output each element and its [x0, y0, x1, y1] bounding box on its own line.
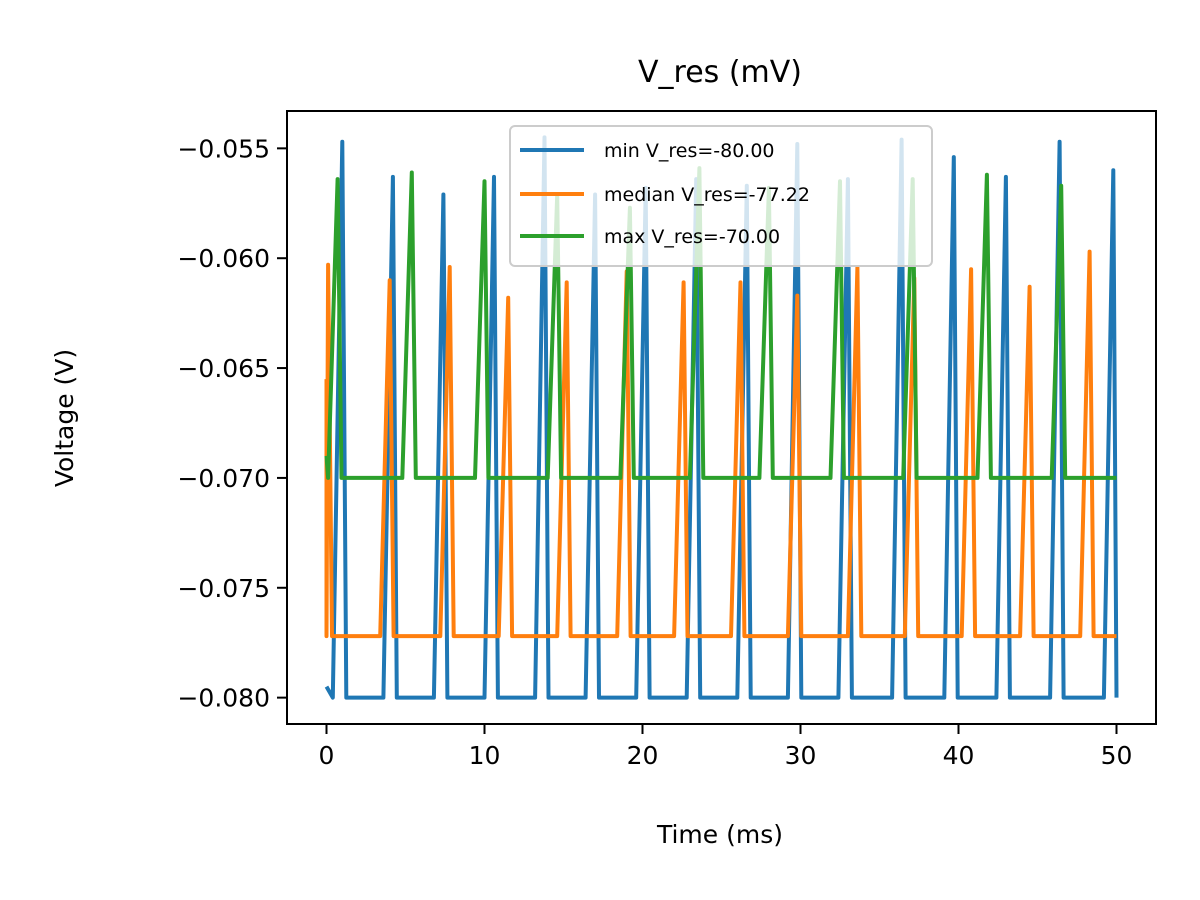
x-tick-label: 50	[1101, 741, 1133, 770]
y-tick-label: −0.060	[177, 244, 270, 273]
y-tick-label: −0.070	[177, 464, 270, 493]
ticks-layer: 0 10 20 30 40 50 −0.055 −0.060 −0.065 −0.070 −0.07…	[177, 134, 1132, 770]
x-tick-label: 20	[627, 741, 659, 770]
legend-label-max: max V_res=-70.00	[604, 226, 780, 248]
chart-title: V_res (mV)	[638, 55, 802, 90]
y-tick-label: −0.080	[177, 684, 270, 713]
x-tick-label: 10	[469, 741, 501, 770]
legend-label-median: median V_res=-77.22	[604, 184, 810, 206]
legend-box	[509, 125, 933, 267]
y-tick-label: −0.065	[177, 354, 270, 383]
x-axis-label: Time (ms)	[656, 820, 783, 849]
y-tick-label: −0.055	[177, 134, 270, 163]
x-tick-label: 0	[319, 741, 335, 770]
x-tick-label: 40	[943, 741, 975, 770]
y-axis-label: Voltage (V)	[50, 349, 79, 487]
series-line-median	[324, 249, 1117, 639]
legend: min V_res=-80.00 median V_res=-77.22 max…	[509, 125, 933, 267]
y-tick-label: −0.075	[177, 574, 270, 603]
plot-frame	[286, 110, 1157, 725]
x-tick-label: 30	[785, 741, 817, 770]
legend-label-min: min V_res=-80.00	[604, 140, 775, 162]
series-line-min	[324, 135, 1119, 700]
